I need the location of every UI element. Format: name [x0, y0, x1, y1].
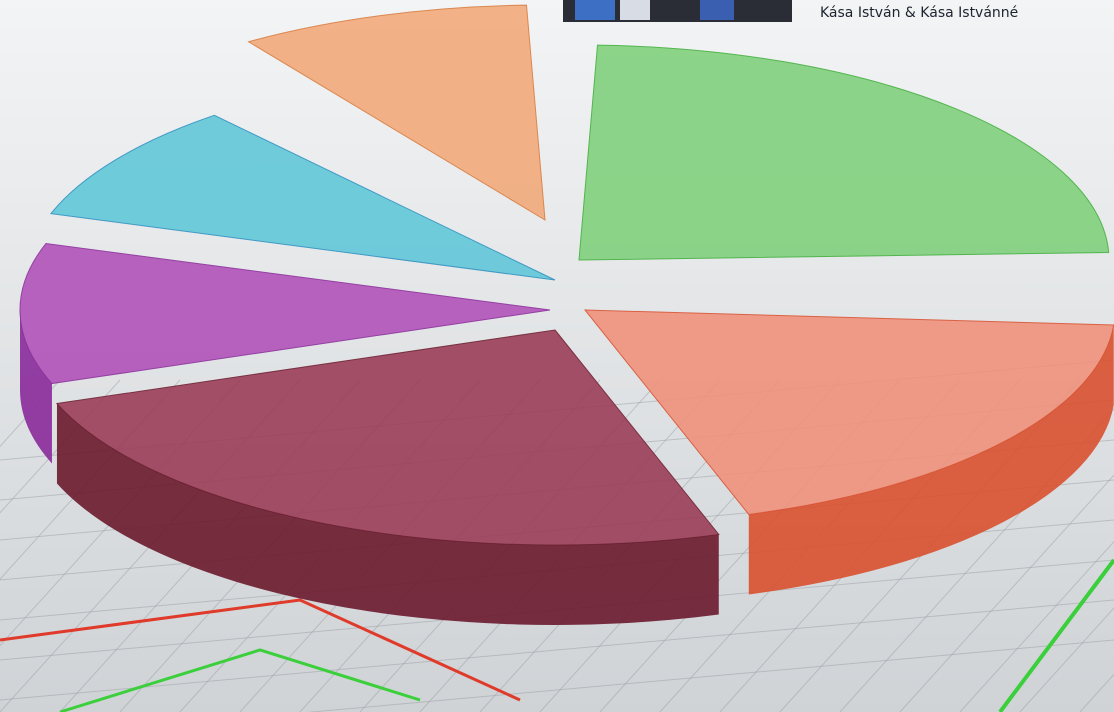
photo-detail: [620, 0, 650, 20]
photo-detail: [700, 0, 734, 20]
trend-line: [0, 598, 521, 702]
grid-line: [306, 639, 1114, 712]
photo-caption: Kása István & Kása Istvánné: [820, 5, 1018, 21]
pie-slice-top: [578, 44, 1110, 261]
grid-line: [0, 379, 61, 448]
trend-line: [59, 648, 421, 712]
pie-slice-side: [56, 403, 719, 625]
grid-line: [1019, 607, 1114, 712]
pie-slice-top: [583, 309, 1114, 516]
pie-slice-top: [247, 4, 546, 221]
trend-line: [998, 558, 1114, 712]
grid-line: [959, 540, 1114, 712]
photo: [563, 0, 792, 22]
grid-line: [0, 599, 1114, 701]
photo-detail: [575, 0, 615, 20]
pie-slice-side: [748, 324, 1114, 595]
pie-illustration: [19, 4, 1114, 625]
pie-slice-top: [19, 243, 551, 385]
pie-slice-top: [49, 114, 556, 281]
grid-line: [899, 474, 1114, 712]
pie-slice-top: [55, 329, 720, 546]
